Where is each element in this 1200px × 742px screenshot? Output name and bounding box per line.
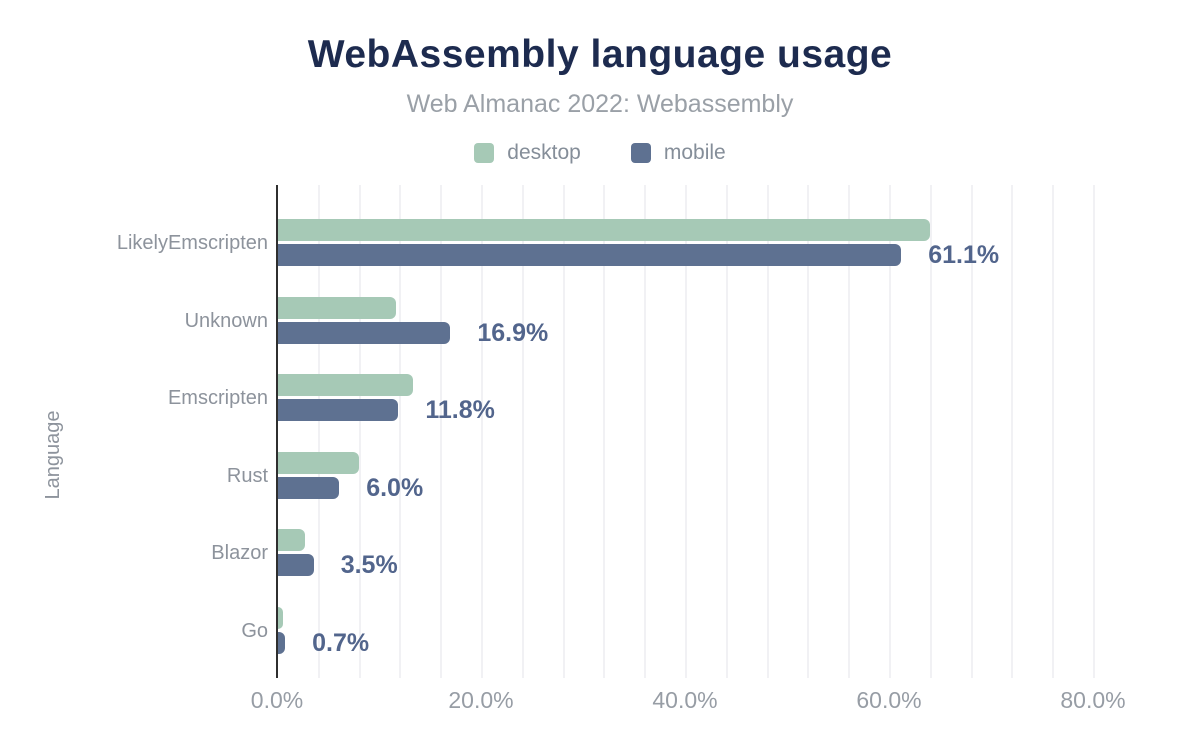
gridline xyxy=(399,185,402,678)
bar-mobile-Unknown xyxy=(278,321,451,344)
chart-title: WebAssembly language usage xyxy=(307,33,893,76)
gridline xyxy=(521,185,524,678)
gridline xyxy=(848,185,851,678)
bar-desktop-Blazor xyxy=(278,529,305,552)
gridline xyxy=(562,185,565,678)
bar-desktop-Emscripten xyxy=(278,374,413,397)
bar-desktop-Rust xyxy=(278,451,359,474)
bar-mobile-Go xyxy=(278,631,286,654)
x-tick-60.0%: 60.0% xyxy=(856,687,922,713)
x-tick-0.0%: 0.0% xyxy=(250,687,304,713)
x-tick-80.0%: 80.0% xyxy=(1060,687,1126,713)
gridline xyxy=(685,185,687,678)
legend-item-mobile[interactable]: mobile xyxy=(630,141,726,165)
category-label-Unknown: Unknown xyxy=(184,309,268,332)
category-label-Blazor: Blazor xyxy=(211,542,268,565)
y-axis-title: Language xyxy=(42,410,64,500)
legend: desktop mobile xyxy=(0,141,1200,165)
gridline xyxy=(725,185,728,678)
value-label-Emscripten: 11.8% xyxy=(425,396,495,425)
chart-subtitle: Web Almanac 2022: Webassembly xyxy=(406,90,794,118)
gridline xyxy=(603,185,606,678)
gridline xyxy=(1011,185,1014,678)
gridline xyxy=(970,185,973,678)
legend-label-mobile: mobile xyxy=(663,141,726,164)
legend-label-desktop: desktop xyxy=(507,141,581,164)
gridline xyxy=(358,185,361,678)
plot-area xyxy=(278,185,1095,678)
bar-mobile-Emscripten xyxy=(278,399,399,422)
gridline xyxy=(807,185,810,678)
gridline xyxy=(889,185,891,678)
value-label-Blazor: 3.5% xyxy=(340,551,398,580)
gridline xyxy=(317,185,320,678)
y-axis-line xyxy=(276,185,278,678)
category-label-LikelyEmscripten: LikelyEmscripten xyxy=(116,232,268,255)
bar-mobile-Rust xyxy=(278,476,340,499)
legend-item-desktop[interactable]: desktop xyxy=(474,141,581,165)
gridline xyxy=(1093,185,1095,678)
gridline xyxy=(1052,185,1055,678)
value-label-Rust: 6.0% xyxy=(366,473,424,502)
x-tick-40.0%: 40.0% xyxy=(652,687,718,713)
legend-swatch-mobile xyxy=(630,143,651,163)
bar-desktop-Unknown xyxy=(278,296,397,319)
bar-mobile-LikelyEmscripten xyxy=(278,244,902,267)
value-label-Go: 0.7% xyxy=(312,628,370,657)
value-label-LikelyEmscripten: 61.1% xyxy=(928,241,1000,270)
category-label-Rust: Rust xyxy=(226,464,268,487)
bar-desktop-Go xyxy=(278,606,284,629)
value-label-Unknown: 16.9% xyxy=(477,318,549,347)
gridline xyxy=(766,185,769,678)
bar-mobile-Blazor xyxy=(278,554,314,577)
legend-swatch-desktop xyxy=(474,143,495,163)
category-label-Go: Go xyxy=(241,619,268,642)
category-label-Emscripten: Emscripten xyxy=(167,387,268,410)
gridline xyxy=(644,185,647,678)
x-tick-20.0%: 20.0% xyxy=(448,687,514,713)
gridline xyxy=(481,185,483,678)
gridline xyxy=(440,185,443,678)
gridline xyxy=(929,185,932,678)
bar-desktop-LikelyEmscripten xyxy=(278,219,930,242)
